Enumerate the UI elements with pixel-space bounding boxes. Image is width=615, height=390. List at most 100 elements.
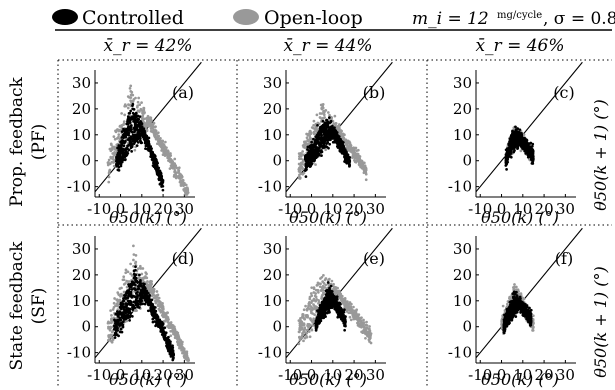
- controlled-point: [125, 133, 129, 136]
- controlled-point: [510, 143, 514, 147]
- open-loop-point: [169, 324, 173, 328]
- open-loop-point: [142, 276, 146, 280]
- open-loop-point: [110, 321, 113, 325]
- controlled-point: [317, 153, 321, 157]
- controlled-point: [135, 301, 139, 304]
- controlled-point: [348, 164, 351, 168]
- open-loop-point: [109, 309, 112, 312]
- controlled-point: [120, 158, 123, 162]
- open-loop-point: [109, 142, 113, 146]
- controlled-point: [310, 140, 313, 144]
- open-loop-point: [145, 128, 149, 132]
- y-tick-label: 0: [462, 152, 472, 170]
- open-loop-point: [113, 137, 117, 141]
- controlled-point: [319, 139, 323, 143]
- open-loop-point: [348, 315, 352, 319]
- controlled-point: [325, 118, 328, 122]
- controlled-point: [524, 148, 527, 152]
- controlled-point: [144, 144, 148, 148]
- open-loop-point: [357, 161, 361, 164]
- open-loop-point: [345, 146, 349, 149]
- controlled-point: [160, 324, 164, 328]
- open-loop-point: [181, 182, 185, 185]
- controlled-point: [322, 125, 326, 128]
- controlled-point: [306, 145, 310, 149]
- controlled-point: [329, 119, 333, 123]
- controlled-point: [129, 141, 133, 145]
- controlled-point: [131, 283, 135, 287]
- open-loop-point: [122, 275, 126, 279]
- open-loop-point: [110, 340, 114, 344]
- reference-line: [475, 61, 583, 193]
- open-loop-point: [184, 193, 187, 196]
- open-loop-point: [319, 116, 322, 120]
- open-loop-point: [305, 136, 309, 140]
- legend-param-mi: m_i = 12: [412, 9, 489, 29]
- open-loop-point: [305, 132, 308, 136]
- open-loop-point: [302, 308, 306, 312]
- controlled-point: [146, 299, 149, 303]
- controlled-point: [133, 306, 137, 310]
- controlled-point: [128, 120, 132, 123]
- controlled-point: [509, 148, 513, 152]
- controlled-point: [128, 319, 131, 322]
- open-loop-point: [151, 129, 155, 133]
- controlled-point: [138, 282, 142, 285]
- controlled-point: [119, 327, 123, 331]
- controlled-point: [530, 158, 533, 162]
- open-loop-point: [354, 146, 358, 150]
- controlled-point: [140, 294, 143, 298]
- controlled-point: [516, 127, 520, 130]
- open-loop-point: [143, 111, 146, 114]
- y-tick-label: 30: [263, 240, 282, 258]
- controlled-point: [513, 139, 517, 142]
- grid-dividers: [57, 59, 612, 388]
- open-loop-point: [183, 352, 187, 356]
- y-tick-label: -10: [258, 178, 282, 196]
- controlled-point: [141, 302, 145, 306]
- controlled-point: [131, 107, 135, 111]
- open-loop-point: [298, 166, 301, 170]
- open-loop-point: [170, 164, 174, 168]
- y-tick-label: 0: [81, 152, 91, 170]
- controlled-point: [328, 142, 332, 146]
- open-loop-point: [142, 106, 146, 110]
- controlled-point: [150, 153, 154, 156]
- open-loop-point: [315, 113, 319, 117]
- controlled-point: [129, 312, 133, 315]
- open-loop-point: [179, 180, 183, 183]
- open-loop-point: [161, 140, 164, 144]
- controlled-point: [529, 147, 533, 151]
- open-loop-point: [362, 318, 365, 322]
- open-loop-point: [298, 157, 302, 160]
- controlled-point: [127, 148, 131, 152]
- open-loop-point: [324, 148, 327, 152]
- open-loop-point: [364, 172, 368, 176]
- controlled-point: [127, 131, 131, 135]
- open-loop-point: [106, 163, 110, 167]
- controlled-point: [149, 307, 153, 311]
- controlled-point: [309, 154, 313, 157]
- open-loop-point: [157, 304, 161, 308]
- open-loop-point: [152, 125, 155, 129]
- legend-param-sigma: , σ = 0.8%: [543, 9, 615, 29]
- controlled-point: [305, 160, 309, 164]
- x-tick-label: 10: [323, 200, 342, 218]
- y-tick-label: 10: [72, 292, 91, 310]
- open-loop-point: [352, 147, 355, 151]
- x-tick-label: 20: [154, 200, 173, 218]
- open-loop-point: [161, 147, 164, 151]
- controlled-point: [505, 167, 508, 171]
- controlled-point: [144, 295, 147, 298]
- open-loop-point: [145, 121, 148, 125]
- controlled-point: [304, 163, 308, 167]
- controlled-point: [511, 129, 514, 133]
- open-loop-point: [110, 318, 113, 322]
- controlled-point: [510, 138, 514, 142]
- y-tick-label: 30: [72, 74, 91, 92]
- y-tick-label: 0: [81, 318, 91, 336]
- controlled-point: [169, 340, 172, 344]
